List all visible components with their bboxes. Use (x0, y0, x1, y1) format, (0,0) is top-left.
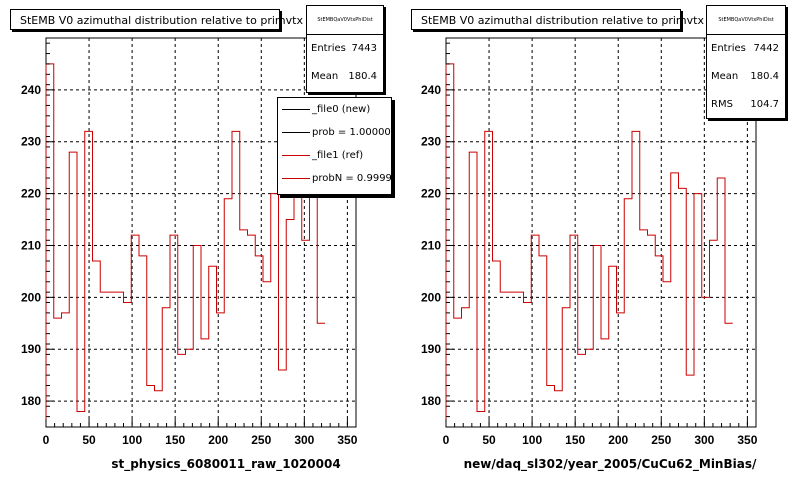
legend-label-file1: _file1 (ref) (312, 150, 364, 161)
right-ytick-label-240: 240 (421, 83, 441, 97)
left-series-0-line (45, 63, 325, 427)
left-stats-box: StEMBQaV0VtxPhiDist Entries 7443 Mean 18… (306, 5, 384, 93)
right-stats-box: StEMBQaV0VtxPhiDist Entries 7442 Mean 18… (706, 5, 786, 119)
left-plot-title: StEMB V0 azimuthal distribution relative… (10, 9, 303, 30)
right-ytick-label-220: 220 (421, 187, 441, 201)
left-ytick-label-240: 240 (21, 83, 41, 97)
left-stats-entries-label: Entries (311, 43, 346, 54)
left-xtick-label-100: 100 (122, 433, 142, 447)
left-ytick-label-210: 210 (21, 238, 41, 252)
left-xtick-label-150: 150 (165, 433, 185, 447)
right-xtick-label-350: 350 (737, 433, 757, 447)
left-xtick-label-300: 300 (294, 433, 314, 447)
right-plot-title: StEMB V0 azimuthal distribution relative… (411, 9, 704, 30)
right-stats-name: StEMBQaV0VtxPhiDist (707, 6, 785, 35)
right-ytick-label-230: 230 (421, 135, 441, 149)
right-stats-entries-value: 7442 (753, 43, 779, 54)
right-stats-row-entries: Entries 7442 (707, 35, 785, 63)
right-xtick-label-300: 300 (694, 433, 714, 447)
left-xtick-label-200: 200 (208, 433, 228, 447)
right-x-axis-label: new/daq_sl302/year_2005/CuCu62_MinBias/ (463, 457, 757, 471)
right-stats-row-rms: RMS 104.7 (707, 91, 785, 119)
right-stats-rms-value: 104.7 (750, 99, 779, 110)
legend-line-probn (282, 178, 310, 179)
right-xtick-label-150: 150 (565, 433, 585, 447)
left-ytick-label-220: 220 (21, 187, 41, 201)
legend-entry-file0: _file0 (new) (278, 98, 391, 121)
right-xtick-label-50: 50 (482, 433, 496, 447)
right-series-0-line (445, 63, 733, 427)
right-ytick-label-190: 190 (421, 342, 441, 356)
left-xtick-label-250: 250 (251, 433, 271, 447)
legend-entry-file1: _file1 (ref) (278, 144, 391, 167)
right-stats-mean-value: 180.4 (750, 71, 779, 82)
legend-entry-probn: probN = 0.999975 (278, 167, 391, 190)
left-xtick-label-350: 350 (337, 433, 357, 447)
right-xtick-label-0: 0 (443, 433, 450, 447)
left-legend: _file0 (new) prob = 1.000000 _file1 (ref… (277, 97, 392, 195)
right-stats-rms-label: RMS (711, 99, 733, 110)
right-stats-entries-label: Entries (711, 43, 746, 54)
left-stats-mean-label: Mean (311, 71, 339, 82)
left-x-axis-label: st_physics_6080011_raw_1020004 (111, 457, 341, 471)
left-stats-entries-value: 7443 (351, 43, 377, 54)
left-stats-mean-value: 180.4 (348, 71, 377, 82)
left-stats-name: StEMBQaV0VtxPhiDist (307, 6, 383, 35)
left-stats-row-entries: Entries 7443 (307, 35, 383, 63)
right-xtick-label-100: 100 (522, 433, 542, 447)
left-xtick-label-50: 50 (82, 433, 96, 447)
legend-label-prob: prob = 1.000000 (312, 127, 392, 138)
left-xtick-label-0: 0 (43, 433, 50, 447)
right-stats-row-mean: Mean 180.4 (707, 63, 785, 91)
legend-entry-prob: prob = 1.000000 (278, 121, 391, 144)
legend-line-file0 (282, 109, 310, 110)
left-stats-row-mean: Mean 180.4 (307, 63, 383, 91)
left-ytick-label-230: 230 (21, 135, 41, 149)
left-ytick-label-180: 180 (21, 394, 41, 408)
right-plot: 180 190 200 210 220 230 240 0 50 100 150 200 250 300 3… (421, 37, 758, 447)
right-xtick-label-200: 200 (608, 433, 628, 447)
legend-line-file1 (282, 155, 310, 156)
right-ytick-label-200: 200 (421, 290, 441, 304)
legend-label-file0: _file0 (new) (312, 104, 371, 115)
right-ytick-label-210: 210 (421, 238, 441, 252)
left-ytick-label-200: 200 (21, 290, 41, 304)
legend-label-probn: probN = 0.999975 (312, 173, 392, 184)
right-xtick-label-250: 250 (651, 433, 671, 447)
right-stats-mean-label: Mean (711, 71, 739, 82)
legend-line-prob (282, 132, 310, 133)
left-ytick-label-190: 190 (21, 342, 41, 356)
right-ytick-label-180: 180 (421, 394, 441, 408)
